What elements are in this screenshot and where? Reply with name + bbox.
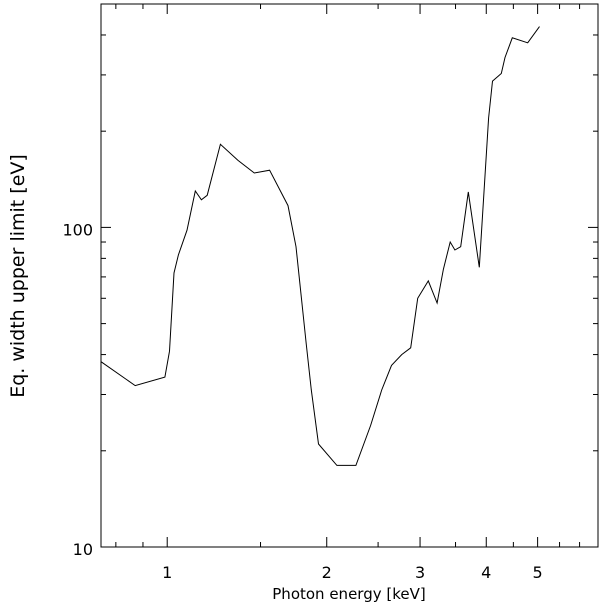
axis-ticks <box>101 3 598 548</box>
x-tick-label: 1 <box>162 563 172 582</box>
x-axis-title: Photon energy [keV] <box>272 585 425 603</box>
y-tick-label: 100 <box>62 220 93 239</box>
y-tick-label: 10 <box>73 540 93 559</box>
x-tick-labels: 1 2 3 4 5 <box>162 563 543 582</box>
series-line <box>100 26 540 466</box>
y-axis-title: Eq. width upper limit [eV] <box>7 154 29 398</box>
x-tick-label: 5 <box>533 563 543 582</box>
x-tick-label: 3 <box>415 563 425 582</box>
y-tick-labels: 10 100 <box>62 220 93 559</box>
x-tick-label: 4 <box>481 563 491 582</box>
x-tick-label: 2 <box>322 563 332 582</box>
plot-frame <box>100 3 599 548</box>
